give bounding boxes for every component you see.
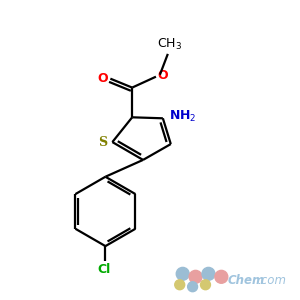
Text: CH$_3$: CH$_3$ bbox=[157, 36, 182, 52]
Text: S: S bbox=[98, 136, 107, 148]
Circle shape bbox=[202, 267, 215, 280]
Circle shape bbox=[215, 270, 228, 283]
Circle shape bbox=[200, 280, 210, 290]
Text: Cl: Cl bbox=[98, 263, 111, 276]
Text: Chem: Chem bbox=[227, 274, 265, 287]
Text: O: O bbox=[97, 72, 108, 85]
Circle shape bbox=[175, 280, 185, 290]
Text: NH$_2$: NH$_2$ bbox=[169, 109, 196, 124]
Text: O: O bbox=[158, 69, 168, 82]
Text: .com: .com bbox=[257, 274, 286, 287]
Circle shape bbox=[188, 282, 198, 292]
Circle shape bbox=[176, 267, 189, 280]
Circle shape bbox=[189, 270, 202, 283]
